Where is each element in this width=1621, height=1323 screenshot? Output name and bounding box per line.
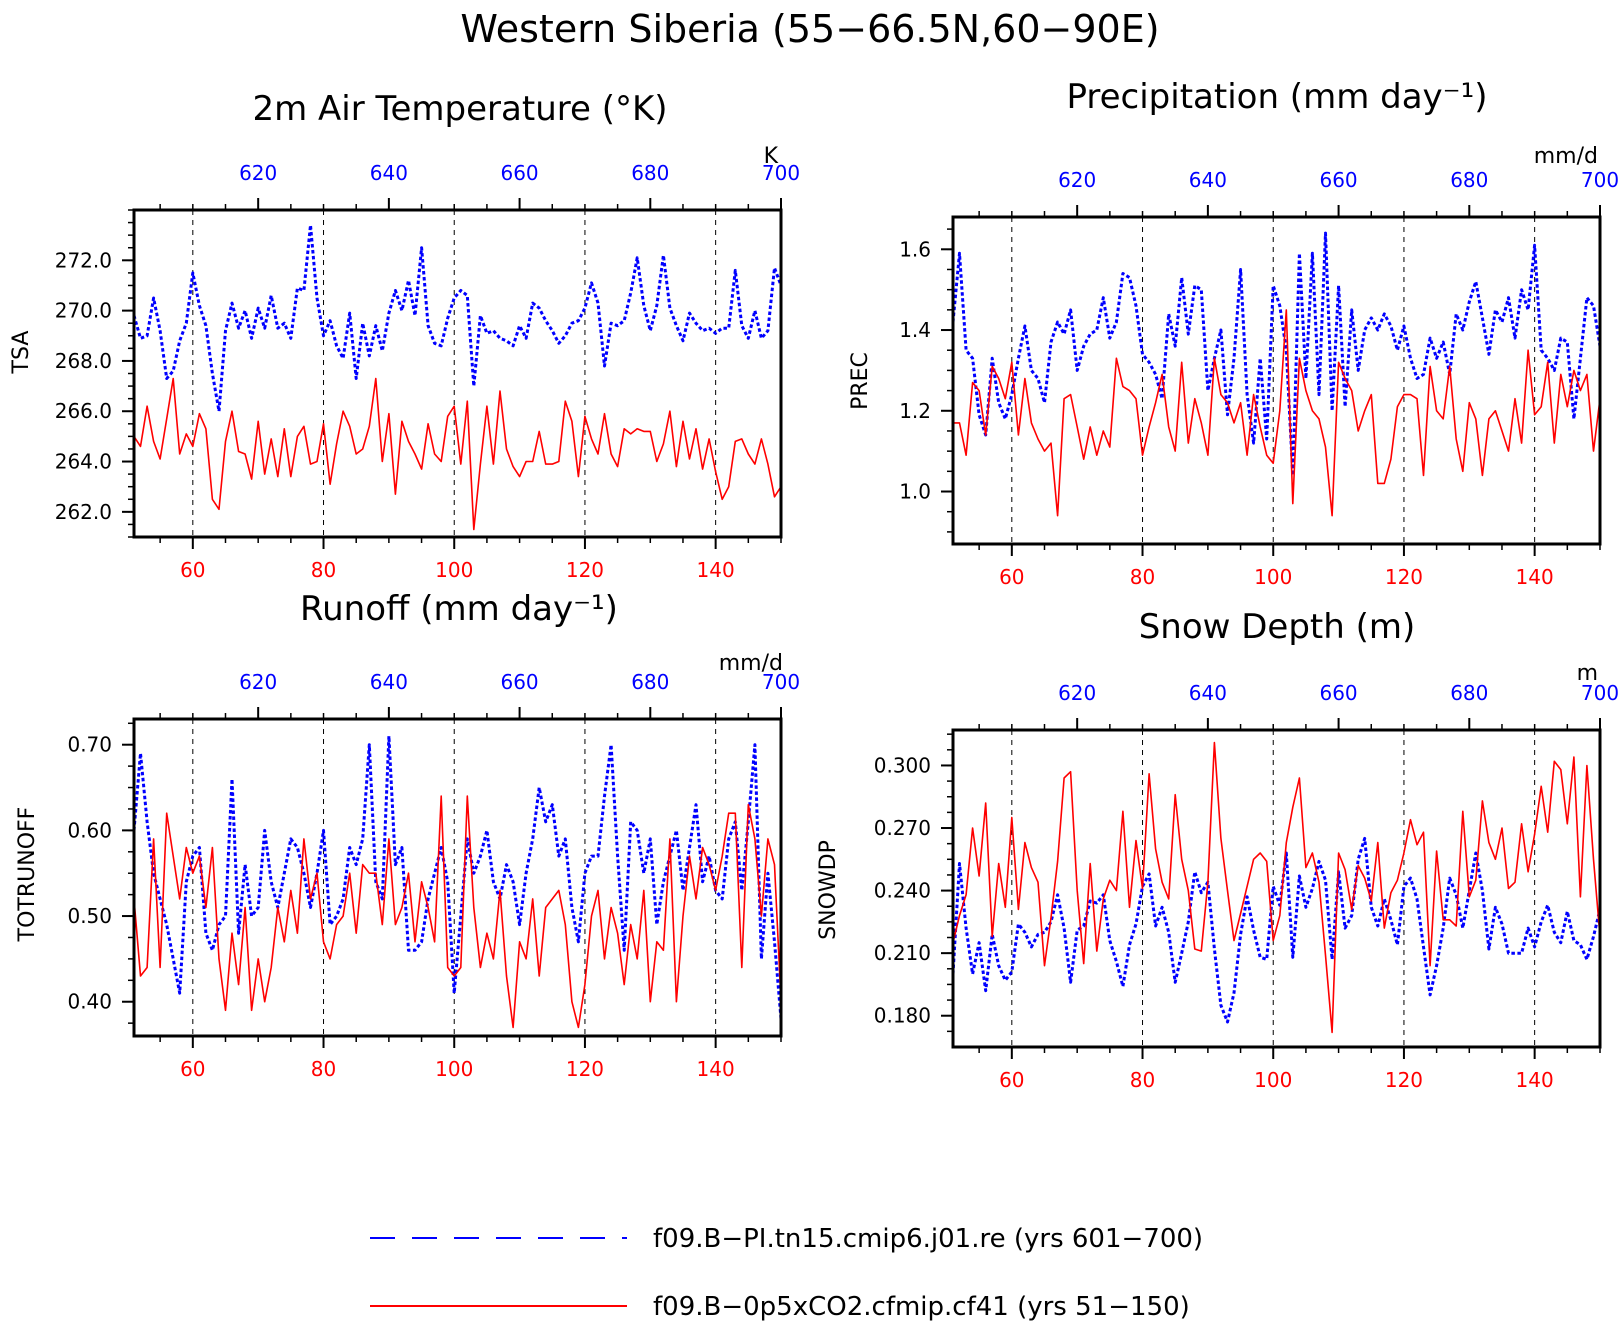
x-tick-label-top: 620: [1058, 168, 1096, 192]
y-tick-label: 0.60: [67, 818, 112, 842]
x-tick-label-bottom: 60: [999, 1068, 1024, 1092]
x-tick-label-bottom: 120: [566, 558, 604, 582]
panel-title: Precipitation (mm day⁻¹): [1066, 77, 1487, 117]
unit-label: mm/d: [1534, 144, 1598, 169]
y-axis-label: TSA: [9, 331, 34, 375]
panel-title: 2m Air Temperature (°K): [252, 89, 667, 129]
x-tick-label-bottom: 60: [180, 558, 205, 582]
y-tick-label: 0.70: [67, 733, 112, 757]
y-axis-label: PREC: [848, 352, 873, 410]
y-tick-label: 264.0: [55, 450, 112, 474]
x-tick-label-top: 620: [239, 161, 277, 185]
y-axis-label: SNOWDP: [816, 840, 841, 940]
x-tick-label-bottom: 80: [1130, 565, 1155, 589]
y-axis-label: TOTRUNOFF: [15, 807, 40, 943]
y-tick-label: 1.0: [899, 480, 931, 504]
series-line-pi: [951, 836, 1602, 1024]
panel-title: Runoff (mm day⁻¹): [300, 589, 618, 629]
x-tick-label-top: 700: [762, 670, 800, 694]
x-tick-label-top: 700: [1581, 681, 1619, 705]
plot-frame: [951, 728, 1602, 1049]
plot-frame: [132, 208, 783, 539]
y-tick-label: 272.0: [55, 248, 112, 272]
series-line-0p5xco2: [133, 377, 782, 531]
y-tick-label: 266.0: [55, 399, 112, 423]
x-tick-label-bottom: 60: [999, 565, 1024, 589]
x-tick-label-top: 640: [370, 670, 408, 694]
x-tick-label-bottom: 120: [1385, 565, 1423, 589]
panel-tsa: 2m Air Temperature (°K) K TSA 262.0 264.0…: [9, 89, 800, 582]
x-tick-label-top: 660: [500, 670, 538, 694]
unit-label: K: [764, 144, 779, 169]
series-line-0p5xco2: [952, 741, 1601, 1034]
x-tick-label-bottom: 100: [1254, 1068, 1292, 1092]
plot-frame: [951, 215, 1602, 546]
y-tick-label: 1.4: [899, 318, 931, 342]
unit-label: m: [1577, 661, 1598, 686]
x-tick-label-bottom: 120: [1385, 1068, 1423, 1092]
y-tick-label: 0.50: [67, 904, 112, 928]
x-tick-label-top: 640: [1189, 168, 1227, 192]
x-tick-label-top: 680: [631, 670, 669, 694]
x-tick-label-bottom: 100: [435, 1057, 473, 1081]
series-line-0p5xco2: [953, 309, 1601, 517]
x-tick-label-bottom: 80: [311, 1057, 336, 1081]
y-tick-label: 270.0: [55, 299, 112, 323]
x-tick-label-top: 620: [1058, 681, 1096, 705]
y-tick-label: 1.6: [899, 237, 931, 261]
x-tick-label-top: 640: [370, 161, 408, 185]
x-tick-label-bottom: 140: [697, 1057, 735, 1081]
legend-label-run-b: f09.B−0p5xCO2.cfmip.cf41 (yrs 51−150): [653, 1292, 1190, 1322]
panel-snowdp: Snow Depth (m) m SNOWDP 0.180 0.210 0.240 0…: [816, 607, 1619, 1092]
y-tick-label: 0.240: [874, 879, 931, 903]
y-tick-label: 0.40: [67, 990, 112, 1014]
x-tick-label-bottom: 100: [435, 558, 473, 582]
y-tick-label: 262.0: [55, 500, 112, 524]
x-tick-label-bottom: 80: [311, 558, 336, 582]
y-tick-label: 268.0: [55, 349, 112, 373]
y-tick-label: 0.180: [874, 1004, 931, 1028]
x-tick-label-top: 700: [762, 161, 800, 185]
y-tick-label: 0.300: [874, 753, 931, 777]
figure-title: Western Siberia (55−66.5N,60−90E): [460, 7, 1159, 51]
x-tick-label-top: 680: [1450, 681, 1488, 705]
panel-runoff: Runoff (mm day⁻¹) mm/d TOTRUNOFF 0.40 0.5…: [15, 589, 800, 1081]
unit-label: mm/d: [719, 651, 783, 676]
x-tick-label-top: 660: [1319, 681, 1357, 705]
panel-prec: Precipitation (mm day⁻¹) mm/d PREC 1.0 1.…: [848, 77, 1619, 589]
y-tick-label: 0.270: [874, 816, 931, 840]
y-tick-label: 0.210: [874, 941, 931, 965]
x-tick-label-top: 680: [631, 161, 669, 185]
x-tick-label-top: 700: [1581, 168, 1619, 192]
x-tick-label-bottom: 140: [1516, 565, 1554, 589]
series-line-0p5xco2: [133, 795, 782, 1029]
x-tick-label-top: 660: [500, 161, 538, 185]
x-tick-label-bottom: 60: [180, 1057, 205, 1081]
x-tick-label-top: 680: [1450, 168, 1488, 192]
x-tick-label-bottom: 80: [1130, 1068, 1155, 1092]
series-line-pi: [132, 734, 783, 1020]
legend-label-run-a: f09.B−PI.tn15.cmip6.j01.re (yrs 601−700): [653, 1224, 1203, 1254]
legend: f09.B−PI.tn15.cmip6.j01.re (yrs 601−700)…: [370, 1224, 1203, 1322]
x-tick-label-bottom: 140: [697, 558, 735, 582]
series-line-pi: [132, 223, 783, 413]
x-tick-label-top: 640: [1189, 681, 1227, 705]
x-tick-label-bottom: 140: [1516, 1068, 1554, 1092]
y-tick-label: 1.2: [899, 399, 931, 423]
plot-frame: [132, 717, 783, 1038]
x-tick-label-top: 660: [1319, 168, 1357, 192]
x-tick-label-top: 620: [239, 670, 277, 694]
panel-title: Snow Depth (m): [1139, 607, 1416, 647]
x-tick-label-bottom: 120: [566, 1057, 604, 1081]
x-tick-label-bottom: 100: [1254, 565, 1292, 589]
